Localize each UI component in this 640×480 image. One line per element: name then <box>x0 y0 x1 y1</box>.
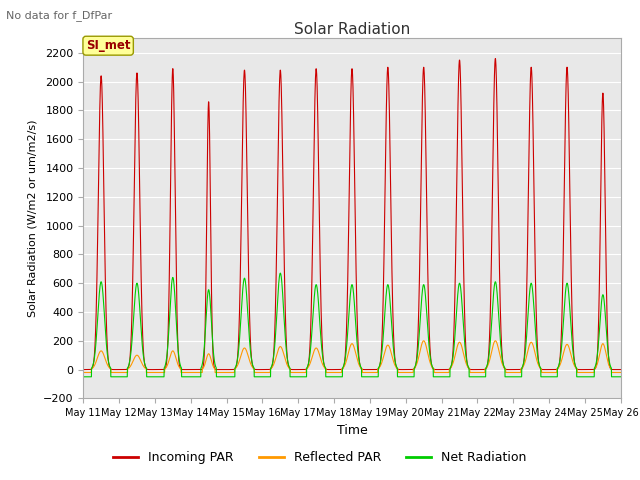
Legend: Incoming PAR, Reflected PAR, Net Radiation: Incoming PAR, Reflected PAR, Net Radiati… <box>108 446 532 469</box>
Text: SI_met: SI_met <box>86 39 131 52</box>
Title: Solar Radiation: Solar Radiation <box>294 22 410 37</box>
Y-axis label: Solar Radiation (W/m2 or um/m2/s): Solar Radiation (W/m2 or um/m2/s) <box>28 120 37 317</box>
Text: No data for f_DfPar: No data for f_DfPar <box>6 10 113 21</box>
X-axis label: Time: Time <box>337 424 367 437</box>
